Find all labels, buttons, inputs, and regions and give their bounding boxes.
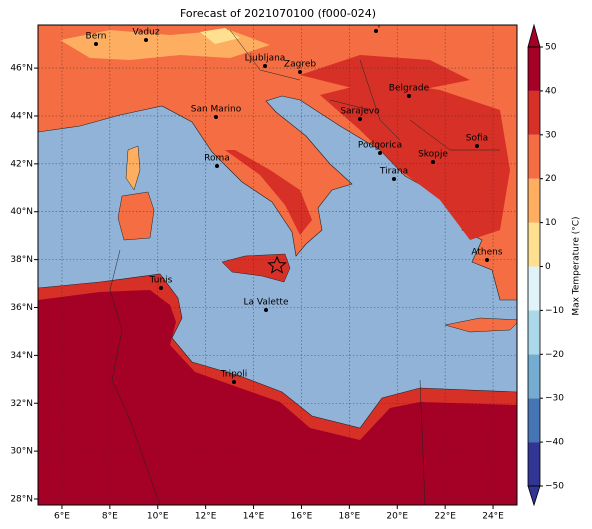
x-tick-label: 24°E [482, 512, 504, 522]
city-label: Tripoli [220, 370, 248, 380]
y-tick-label: 42°N [10, 159, 33, 169]
city-label: Belgrade [389, 84, 430, 94]
city-label: Tunis [149, 276, 173, 286]
x-tick-label: 20°E [386, 512, 408, 522]
colorbar-tick-label: 50 [545, 43, 557, 53]
x-tick-label: 16°E [291, 512, 313, 522]
colorbar-bin [528, 47, 540, 91]
y-tick-label: 46°N [10, 64, 33, 74]
map-title: Forecast of 2021070100 (f000-024) [180, 7, 376, 20]
colorbar: −50 −40 −30 −20 −10 0 10 20 30 40 50 [527, 23, 564, 507]
colorbar-extend-high [527, 23, 541, 48]
city-marker [358, 117, 362, 121]
colorbar-bin [528, 398, 540, 443]
x-tick-label: 22°E [434, 512, 456, 522]
colorbar-extend-low [527, 485, 541, 507]
city-label: Sofia [466, 134, 488, 144]
city-marker [298, 70, 302, 74]
colorbar-tick-label: 10 [545, 218, 557, 228]
city-marker [431, 160, 435, 164]
colorbar-bin [528, 310, 540, 355]
city-marker [378, 151, 382, 155]
city-marker [263, 64, 267, 68]
alps-mild [200, 28, 240, 44]
city-marker [215, 164, 219, 168]
max-star [267, 255, 287, 274]
y-tick-label: 38°N [10, 255, 33, 265]
map-frame [37, 24, 518, 506]
city-label: Podgorica [358, 141, 402, 151]
city-label: Sarajevo [340, 107, 380, 117]
city-marker [264, 308, 268, 312]
city-marker [159, 286, 163, 290]
city-label: La Valette [244, 298, 289, 308]
colorbar-bin [528, 90, 540, 135]
colorbar-bin [528, 134, 540, 179]
hungary-hot [300, 55, 470, 90]
x-tick-label: 8°E [102, 512, 118, 522]
city-label: Roma [204, 154, 230, 164]
country-borders [109, 29, 500, 505]
y-tick-label: 40°N [10, 207, 33, 217]
city-label: Bern [86, 32, 107, 42]
colorbar-tick-label: −20 [545, 350, 564, 360]
colorbar-tick-label: −30 [545, 394, 564, 404]
balkan-hot [320, 80, 510, 240]
y-tick-label: 34°N [10, 351, 33, 361]
corsica [125, 145, 141, 191]
colorbar-tick-label: −50 [545, 482, 564, 492]
grid [38, 25, 517, 505]
city-marker [374, 29, 378, 33]
italy-south-hot [225, 150, 312, 235]
x-tick-label: 12°E [195, 512, 217, 522]
sardinia [117, 191, 155, 241]
city-marker [214, 115, 218, 119]
y-tick-label: 28°N [10, 495, 33, 505]
city-label: Vaduz [132, 28, 159, 38]
city-marker [392, 177, 396, 181]
city-marker [144, 38, 148, 42]
city-marker [407, 94, 411, 98]
city-marker [475, 144, 479, 148]
colorbar-tick-label: 20 [545, 174, 557, 184]
city-label: Skopje [418, 150, 448, 160]
y-tick-label: 32°N [10, 399, 33, 409]
crete [444, 317, 517, 333]
colorbar-bin [528, 442, 540, 486]
city-marker [94, 42, 98, 46]
y-tick-label: 36°N [10, 303, 33, 313]
city-marker [485, 258, 489, 262]
sicily [221, 253, 291, 283]
colorbar-tick-label: −40 [545, 438, 564, 448]
x-tick-label: 18°E [339, 512, 361, 522]
colorbar-label: Max Temperature (°C) [572, 216, 582, 315]
city-label: Ljubljana [245, 54, 286, 64]
city-label: Tirana [379, 167, 408, 177]
city-label: Budapest [355, 19, 398, 29]
colorbar-tick-label: 30 [545, 130, 557, 140]
city-label: San Marino [191, 105, 242, 115]
colorbar-tick-label: −10 [545, 306, 564, 316]
city-marker [232, 380, 236, 384]
colorbar-bin [528, 222, 540, 267]
x-tick-label: 10°E [147, 512, 169, 522]
city-label: Zagreb [284, 60, 316, 70]
city-label: Athens [471, 248, 502, 258]
colorbar-bin [528, 266, 540, 311]
axes: 6°E 8°E 10°E 12°E 14°E 16°E 18°E 20°E 22°E 24°E 28… [10, 64, 504, 522]
colorbar-bin [528, 178, 540, 223]
y-tick-label: 30°N [10, 447, 33, 457]
x-tick-label: 14°E [243, 512, 265, 522]
colorbar-tick-label: 40 [545, 86, 557, 96]
colorbar-bin [528, 354, 540, 399]
x-tick-label: 6°E [54, 512, 70, 522]
y-tick-label: 44°N [10, 111, 33, 121]
colorbar-tick-label: 0 [545, 262, 551, 272]
